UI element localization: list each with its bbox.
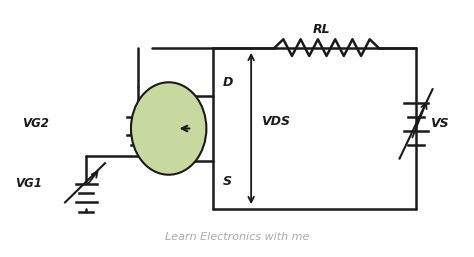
Text: RL: RL <box>313 23 331 36</box>
Text: VG2: VG2 <box>22 117 48 130</box>
Text: VDS: VDS <box>261 115 290 128</box>
Text: D: D <box>223 76 233 89</box>
Text: S: S <box>223 175 232 188</box>
Text: VG1: VG1 <box>16 178 42 190</box>
Text: VS: VS <box>430 117 449 130</box>
Ellipse shape <box>131 82 206 175</box>
Text: Learn Electronics with me: Learn Electronics with me <box>165 232 309 242</box>
